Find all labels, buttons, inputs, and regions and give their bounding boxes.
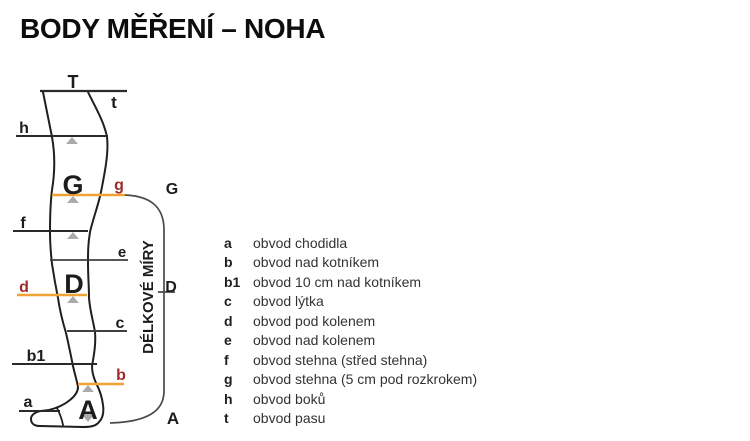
length-bracket xyxy=(109,194,165,424)
marker-triangle-g xyxy=(67,196,79,203)
point-label-D-big: D xyxy=(64,269,84,299)
point-label-A-side: A xyxy=(167,409,179,428)
legend-item-t: t obvod pasu xyxy=(220,409,550,429)
point-label-h: h xyxy=(19,120,29,137)
legend-label: obvod chodidla xyxy=(253,234,348,251)
point-label-G-side: G xyxy=(166,181,178,198)
legend-label: obvod pasu xyxy=(253,410,326,427)
point-label-e: e xyxy=(118,244,126,261)
leg-measurement-diagram: DÉLKOVÉ MÍRY T t h G g G f e D d D c b1 … xyxy=(12,72,179,428)
legend-item-a: a obvod chodidla xyxy=(220,233,550,253)
marker-triangle-A-down xyxy=(82,415,94,422)
legend-key: d xyxy=(224,312,233,329)
point-label-D-side: D xyxy=(165,279,177,296)
leg-outline-shape xyxy=(30,91,109,428)
legend-key: b xyxy=(224,254,233,271)
marker-triangle-d xyxy=(67,296,79,303)
point-label-d: d xyxy=(19,279,29,296)
legend-item-d: d obvod pod kolenem xyxy=(220,311,550,331)
point-label-b: b xyxy=(116,367,126,384)
legend-key: f xyxy=(224,351,229,368)
point-label-g: g xyxy=(114,177,124,194)
point-label-f: f xyxy=(20,215,26,232)
legend-label: obvod 10 cm nad kotníkem xyxy=(253,273,422,290)
legend-item-h: h obvod boků xyxy=(220,389,550,409)
legend-key: h xyxy=(224,390,233,407)
legend-label: obvod nad kolenem xyxy=(253,332,376,349)
legend-item-g: g obvod stehna (5 cm pod rozkrokem) xyxy=(220,370,550,390)
marker-triangle-b xyxy=(82,385,94,392)
toe-seam-line xyxy=(56,407,64,426)
measurement-legend: a obvod chodidla b obvod nad kotníkem b1… xyxy=(220,233,550,428)
point-label-c: c xyxy=(116,315,125,332)
legend-label: obvod nad kotníkem xyxy=(253,254,380,271)
legend-key: t xyxy=(224,410,229,427)
point-label-b1: b1 xyxy=(27,348,46,365)
point-label-A-big: A xyxy=(78,395,98,425)
length-axis-label: DÉLKOVÉ MÍRY xyxy=(140,240,157,354)
legend-label: obvod boků xyxy=(253,390,326,407)
legend-label: obvod stehna (5 cm pod rozkrokem) xyxy=(253,371,478,388)
legend-label: obvod stehna (střed stehna) xyxy=(253,351,428,368)
point-label-T: T xyxy=(68,72,79,92)
legend-item-b1: b1 obvod 10 cm nad kotníkem xyxy=(220,272,550,292)
legend-key: c xyxy=(224,293,232,310)
legend-key: e xyxy=(224,332,232,349)
legend-key: g xyxy=(224,371,233,388)
marker-triangle-f xyxy=(67,232,79,239)
legend-key: b1 xyxy=(224,273,241,290)
legend-item-f: f obvod stehna (střed stehna) xyxy=(220,350,550,370)
legend-item-e: e obvod nad kolenem xyxy=(220,331,550,351)
legend-item-b: b obvod nad kotníkem xyxy=(220,253,550,273)
legend-label: obvod lýtka xyxy=(253,293,324,310)
page-title: BODY MĚŘENÍ – NOHA xyxy=(20,13,326,44)
legend-label: obvod pod kolenem xyxy=(253,312,376,329)
legend-item-c: c obvod lýtka xyxy=(220,292,550,312)
point-label-t: t xyxy=(111,93,117,112)
point-label-a: a xyxy=(24,394,33,411)
legend-key: a xyxy=(224,234,232,251)
marker-triangle-h xyxy=(66,137,78,144)
point-label-G-big: G xyxy=(62,170,83,200)
